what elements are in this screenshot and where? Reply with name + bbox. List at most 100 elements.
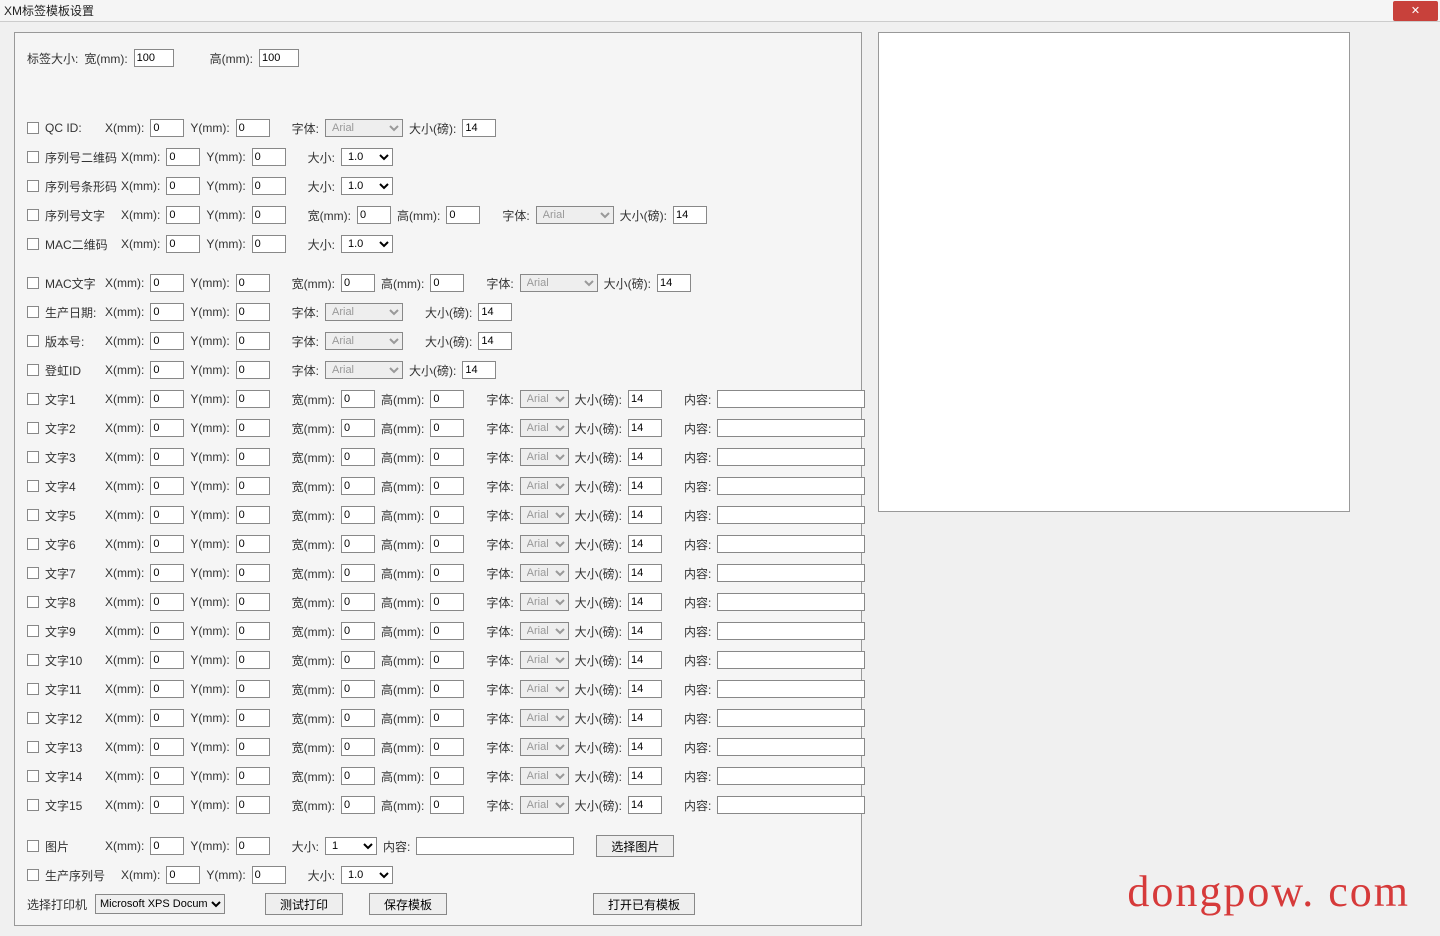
text-9-size-input[interactable] <box>628 622 662 640</box>
text-1-checkbox[interactable] <box>27 393 39 405</box>
text-10-content-input[interactable] <box>717 651 865 669</box>
text-7-y-input[interactable] <box>236 564 270 582</box>
text-12-content-input[interactable] <box>717 709 865 727</box>
test-print-button[interactable]: 测试打印 <box>265 893 343 915</box>
box-id-checkbox[interactable] <box>27 364 39 376</box>
text-5-size-input[interactable] <box>628 506 662 524</box>
text-15-w-input[interactable] <box>341 796 375 814</box>
text-3-size-input[interactable] <box>628 448 662 466</box>
prod-date-checkbox[interactable] <box>27 306 39 318</box>
text-13-x-input[interactable] <box>150 738 184 756</box>
mac-text-font-select[interactable]: Arial <box>520 274 598 292</box>
text-3-x-input[interactable] <box>150 448 184 466</box>
text-1-font-select[interactable]: Arial <box>520 390 569 408</box>
sn-text-size-input[interactable] <box>673 206 707 224</box>
text-3-h-input[interactable] <box>430 448 464 466</box>
text-12-font-select[interactable]: Arial <box>520 709 569 727</box>
image-y-input[interactable] <box>236 837 270 855</box>
text-6-w-input[interactable] <box>341 535 375 553</box>
qc-id-x-input[interactable] <box>150 119 184 137</box>
text-11-h-input[interactable] <box>430 680 464 698</box>
open-template-button[interactable]: 打开已有模板 <box>593 893 695 915</box>
text-12-x-input[interactable] <box>150 709 184 727</box>
text-15-font-select[interactable]: Arial <box>520 796 569 814</box>
text-7-checkbox[interactable] <box>27 567 39 579</box>
text-1-x-input[interactable] <box>150 390 184 408</box>
image-size-select[interactable]: 1 <box>325 837 377 855</box>
text-6-content-input[interactable] <box>717 535 865 553</box>
text-3-content-input[interactable] <box>717 448 865 466</box>
text-7-h-input[interactable] <box>430 564 464 582</box>
text-6-checkbox[interactable] <box>27 538 39 550</box>
text-9-content-input[interactable] <box>717 622 865 640</box>
text-4-w-input[interactable] <box>341 477 375 495</box>
text-8-x-input[interactable] <box>150 593 184 611</box>
text-6-y-input[interactable] <box>236 535 270 553</box>
text-3-y-input[interactable] <box>236 448 270 466</box>
text-1-size-input[interactable] <box>628 390 662 408</box>
qc-id-y-input[interactable] <box>236 119 270 137</box>
text-3-font-select[interactable]: Arial <box>520 448 569 466</box>
text-13-font-select[interactable]: Arial <box>520 738 569 756</box>
text-15-content-input[interactable] <box>717 796 865 814</box>
mac-text-checkbox[interactable] <box>27 277 39 289</box>
text-10-y-input[interactable] <box>236 651 270 669</box>
text-4-font-select[interactable]: Arial <box>520 477 569 495</box>
text-2-checkbox[interactable] <box>27 422 39 434</box>
sn-bar-x-input[interactable] <box>166 177 200 195</box>
text-14-h-input[interactable] <box>430 767 464 785</box>
sn-text-w-input[interactable] <box>357 206 391 224</box>
text-4-content-input[interactable] <box>717 477 865 495</box>
text-14-size-input[interactable] <box>628 767 662 785</box>
text-12-checkbox[interactable] <box>27 712 39 724</box>
text-13-checkbox[interactable] <box>27 741 39 753</box>
text-5-content-input[interactable] <box>717 506 865 524</box>
text-13-content-input[interactable] <box>717 738 865 756</box>
text-14-w-input[interactable] <box>341 767 375 785</box>
close-button[interactable]: ✕ <box>1393 1 1438 21</box>
text-2-size-input[interactable] <box>628 419 662 437</box>
text-11-x-input[interactable] <box>150 680 184 698</box>
height-input[interactable] <box>259 49 299 67</box>
sn-qr-y-input[interactable] <box>252 148 286 166</box>
sn-text-y-input[interactable] <box>252 206 286 224</box>
text-1-h-input[interactable] <box>430 390 464 408</box>
text-5-y-input[interactable] <box>236 506 270 524</box>
prod-sn-checkbox[interactable] <box>27 869 39 881</box>
text-8-w-input[interactable] <box>341 593 375 611</box>
qc-id-size-input[interactable] <box>462 119 496 137</box>
image-checkbox[interactable] <box>27 840 39 852</box>
text-5-font-select[interactable]: Arial <box>520 506 569 524</box>
text-9-y-input[interactable] <box>236 622 270 640</box>
text-7-x-input[interactable] <box>150 564 184 582</box>
sn-text-x-input[interactable] <box>166 206 200 224</box>
text-5-x-input[interactable] <box>150 506 184 524</box>
width-input[interactable] <box>134 49 174 67</box>
text-3-w-input[interactable] <box>341 448 375 466</box>
text-8-content-input[interactable] <box>717 593 865 611</box>
image-content-input[interactable] <box>416 837 574 855</box>
text-4-y-input[interactable] <box>236 477 270 495</box>
text-11-content-input[interactable] <box>717 680 865 698</box>
text-12-size-input[interactable] <box>628 709 662 727</box>
box-id-font-select[interactable]: Arial <box>325 361 403 379</box>
text-9-x-input[interactable] <box>150 622 184 640</box>
version-x-input[interactable] <box>150 332 184 350</box>
sn-text-checkbox[interactable] <box>27 209 39 221</box>
text-14-y-input[interactable] <box>236 767 270 785</box>
mac-text-x-input[interactable] <box>150 274 184 292</box>
text-13-w-input[interactable] <box>341 738 375 756</box>
mac-text-w-input[interactable] <box>341 274 375 292</box>
text-10-checkbox[interactable] <box>27 654 39 666</box>
text-1-y-input[interactable] <box>236 390 270 408</box>
sn-qr-checkbox[interactable] <box>27 151 39 163</box>
text-14-checkbox[interactable] <box>27 770 39 782</box>
mac-qr-y-input[interactable] <box>252 235 286 253</box>
text-11-size-input[interactable] <box>628 680 662 698</box>
choose-image-button[interactable]: 选择图片 <box>596 835 674 857</box>
prod-sn-x-input[interactable] <box>166 866 200 884</box>
mac-qr-size-select[interactable]: 1.0 <box>341 235 393 253</box>
text-12-h-input[interactable] <box>430 709 464 727</box>
version-y-input[interactable] <box>236 332 270 350</box>
text-9-h-input[interactable] <box>430 622 464 640</box>
